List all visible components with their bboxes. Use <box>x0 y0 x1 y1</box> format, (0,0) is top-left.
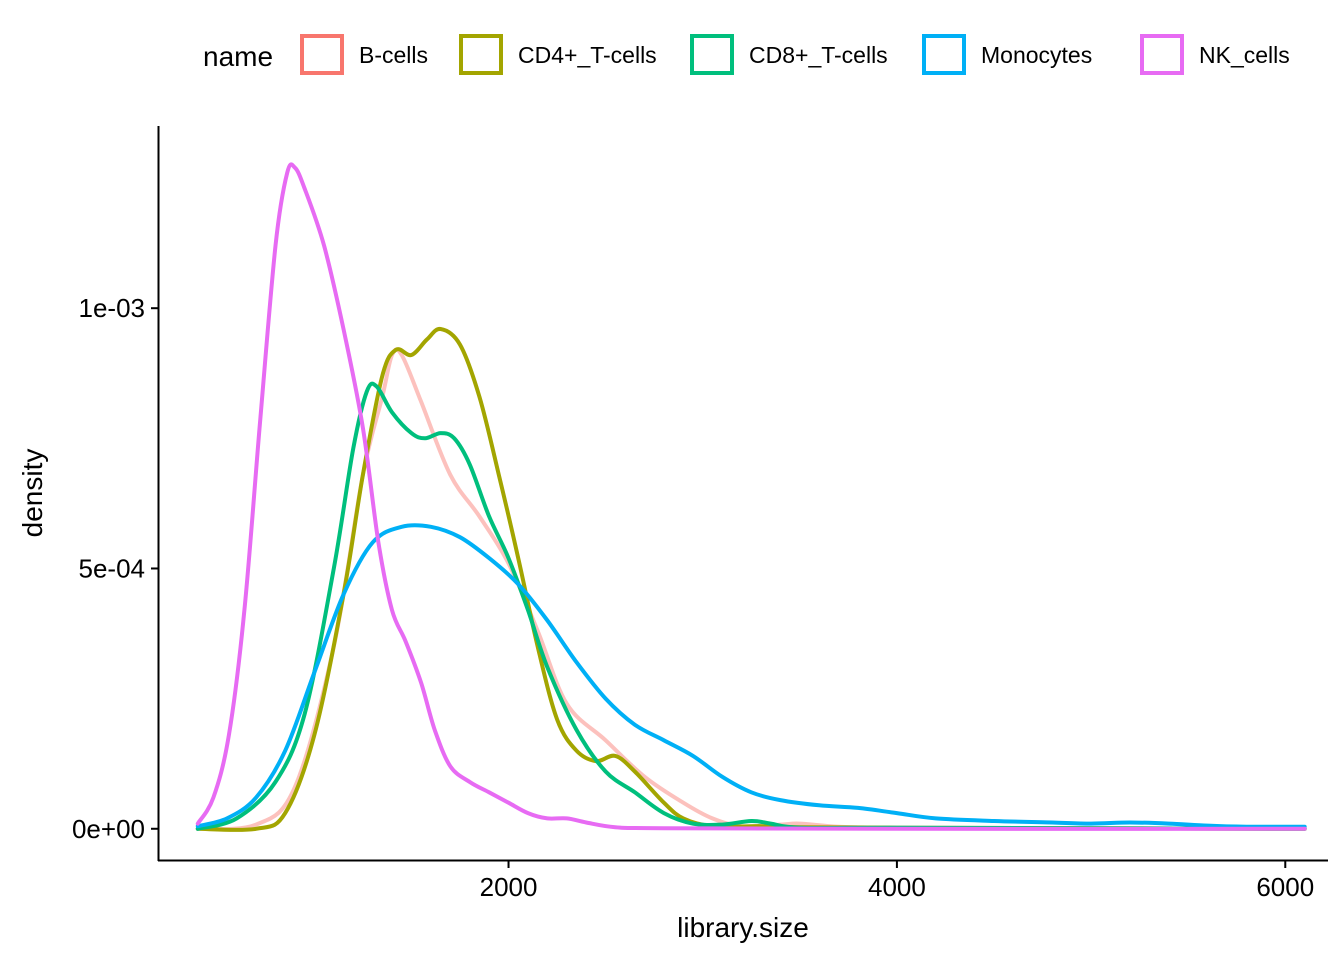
series-line-cd4-t-cells <box>195 326 1307 832</box>
legend-label-monocytes: Monocytes <box>981 42 1092 68</box>
x-tick-label: 4000 <box>868 872 926 902</box>
legend-key-nk-cells <box>1140 34 1184 75</box>
x-tick-label: 2000 <box>480 872 538 902</box>
legend-label-cd4-t-cells: CD4+_T-cells <box>518 42 657 68</box>
x-tick-label: 6000 <box>1256 872 1314 902</box>
y-tick-label: 1e-03 <box>79 293 146 323</box>
legend-key-cd4-t-cells <box>459 34 503 75</box>
y-tick-label: 0e+00 <box>72 814 145 844</box>
y-tick-label: 5e-04 <box>79 553 146 583</box>
series-line-monocytes <box>195 523 1307 829</box>
legend-key-cd8-t-cells <box>690 34 734 75</box>
legend-title: name <box>203 41 273 72</box>
legend-label-nk-cells: NK_cells <box>1199 42 1290 68</box>
series-layer <box>195 162 1307 832</box>
axes: 2000 4000 6000 0e+00 5e-04 1e-03 <box>72 126 1328 902</box>
y-axis-title: density <box>17 449 48 538</box>
series-line-nk-cells <box>195 162 1307 831</box>
legend-label-b-cells: B-cells <box>359 42 428 68</box>
x-axis-title: library.size <box>677 912 809 943</box>
legend-key-b-cells <box>300 34 344 75</box>
legend-key-monocytes <box>922 34 966 75</box>
series-line-cd8-t-cells <box>195 381 1307 831</box>
legend: name B-cells CD4+_T-cells CD8+_T-cells Mono… <box>203 34 1290 75</box>
legend-label-cd8-t-cells: CD8+_T-cells <box>749 42 888 68</box>
